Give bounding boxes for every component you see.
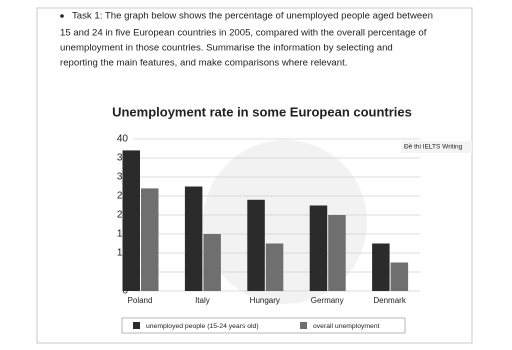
x-tick-label: Denmark [373, 296, 406, 305]
x-tick-label: Hungary [250, 296, 280, 305]
bar [247, 199, 265, 291]
y-tick-label: 40 [117, 134, 129, 145]
legend-swatch [300, 322, 307, 329]
legend-swatch [133, 322, 140, 329]
bar [184, 186, 203, 291]
x-tick-label: Germany [311, 296, 344, 305]
task-line: reporting the main features, and make co… [60, 58, 347, 69]
chart-title: Unemployment rate in some European count… [112, 104, 412, 119]
task-line: unemployment in those countries. Summari… [60, 43, 393, 54]
x-tick-label: Italy [195, 296, 210, 305]
bar [328, 215, 346, 291]
bar [265, 243, 284, 291]
bar [122, 150, 140, 291]
task-line: 15 and 24 in five European countries in … [60, 28, 427, 39]
watermark-text: Đề thi IELTS Writing [404, 142, 463, 151]
legend-label: unemployed people (15-24 years old) [146, 323, 259, 330]
bar [203, 234, 221, 291]
watermark-box [401, 141, 472, 153]
selection-frame [36, 7, 473, 344]
legend-box [121, 317, 406, 334]
bullet [60, 14, 64, 18]
bar [390, 262, 409, 291]
task-line: Task 1: The graph below shows the percen… [72, 11, 433, 22]
bar [141, 188, 159, 291]
y-tick-label: 0 [122, 286, 128, 297]
legend-label: overall unemployment [313, 323, 380, 330]
bar [309, 205, 328, 291]
bar [372, 243, 390, 291]
x-tick-label: Poland [128, 296, 153, 305]
